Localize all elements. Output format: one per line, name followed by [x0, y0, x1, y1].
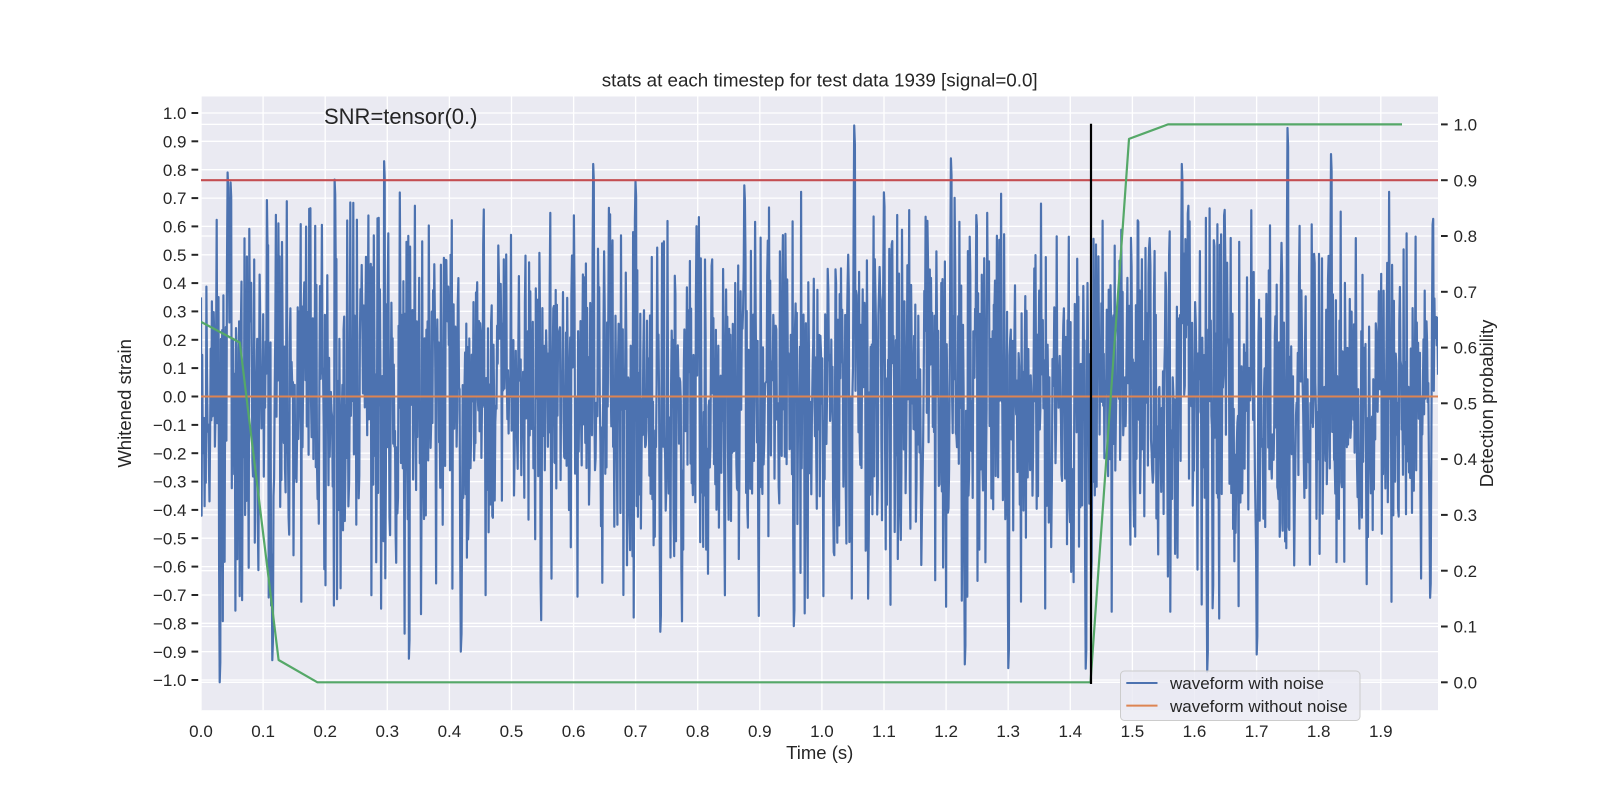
- svg-text:stats at each timestep for tes: stats at each timestep for test data 193…: [602, 70, 1038, 91]
- svg-text:1.0: 1.0: [163, 104, 187, 123]
- svg-text:−0.3: −0.3: [153, 473, 187, 492]
- svg-text:0.4: 0.4: [1454, 450, 1478, 469]
- svg-text:0.5: 0.5: [1454, 394, 1478, 413]
- svg-text:waveform without noise: waveform without noise: [1169, 697, 1348, 716]
- svg-text:0.6: 0.6: [562, 722, 586, 741]
- svg-text:0.7: 0.7: [624, 722, 648, 741]
- svg-text:0.7: 0.7: [163, 189, 187, 208]
- svg-text:−0.5: −0.5: [153, 529, 187, 548]
- svg-text:−0.1: −0.1: [153, 416, 187, 435]
- svg-text:0.5: 0.5: [163, 246, 187, 265]
- svg-text:0.6: 0.6: [1454, 339, 1478, 358]
- svg-text:0.9: 0.9: [163, 132, 187, 151]
- svg-text:0.3: 0.3: [375, 722, 399, 741]
- svg-text:0.5: 0.5: [500, 722, 524, 741]
- svg-text:0.8: 0.8: [1454, 227, 1478, 246]
- svg-text:−0.2: −0.2: [153, 444, 187, 463]
- svg-text:0.1: 0.1: [163, 359, 187, 378]
- svg-text:1.5: 1.5: [1121, 722, 1145, 741]
- svg-text:0.0: 0.0: [189, 722, 213, 741]
- svg-text:Whitened strain: Whitened strain: [114, 339, 135, 468]
- svg-text:0.2: 0.2: [313, 722, 337, 741]
- svg-text:0.8: 0.8: [686, 722, 710, 741]
- svg-text:−0.6: −0.6: [153, 558, 187, 577]
- svg-text:0.1: 0.1: [1454, 618, 1478, 637]
- svg-text:0.3: 0.3: [1454, 506, 1478, 525]
- svg-text:0.8: 0.8: [163, 161, 187, 180]
- svg-text:−0.7: −0.7: [153, 586, 187, 605]
- svg-text:0.0: 0.0: [163, 388, 187, 407]
- svg-text:Time (s): Time (s): [786, 742, 853, 763]
- svg-text:0.1: 0.1: [251, 722, 275, 741]
- svg-text:0.7: 0.7: [1454, 283, 1478, 302]
- svg-text:waveform with noise: waveform with noise: [1169, 674, 1324, 693]
- svg-text:0.0: 0.0: [1454, 673, 1478, 692]
- svg-text:0.9: 0.9: [1454, 171, 1478, 190]
- svg-text:1.8: 1.8: [1307, 722, 1331, 741]
- svg-text:1.4: 1.4: [1058, 722, 1082, 741]
- svg-text:0.9: 0.9: [748, 722, 772, 741]
- svg-text:0.3: 0.3: [163, 303, 187, 322]
- svg-text:−0.4: −0.4: [153, 501, 187, 520]
- svg-text:0.6: 0.6: [163, 218, 187, 237]
- svg-text:0.2: 0.2: [1454, 562, 1478, 581]
- svg-text:1.0: 1.0: [810, 722, 834, 741]
- svg-text:1.3: 1.3: [996, 722, 1020, 741]
- svg-text:1.7: 1.7: [1245, 722, 1269, 741]
- svg-text:SNR=tensor(0.): SNR=tensor(0.): [324, 104, 477, 129]
- svg-text:Detection probability: Detection probability: [1476, 319, 1497, 487]
- svg-text:1.9: 1.9: [1369, 722, 1393, 741]
- svg-text:−0.9: −0.9: [153, 643, 187, 662]
- svg-text:0.2: 0.2: [163, 331, 187, 350]
- svg-text:1.0: 1.0: [1454, 116, 1478, 135]
- svg-text:1.6: 1.6: [1183, 722, 1207, 741]
- svg-text:1.1: 1.1: [872, 722, 896, 741]
- svg-text:−0.8: −0.8: [153, 614, 187, 633]
- svg-text:−1.0: −1.0: [153, 671, 187, 690]
- svg-text:1.2: 1.2: [934, 722, 958, 741]
- svg-text:0.4: 0.4: [163, 274, 187, 293]
- svg-text:0.4: 0.4: [438, 722, 462, 741]
